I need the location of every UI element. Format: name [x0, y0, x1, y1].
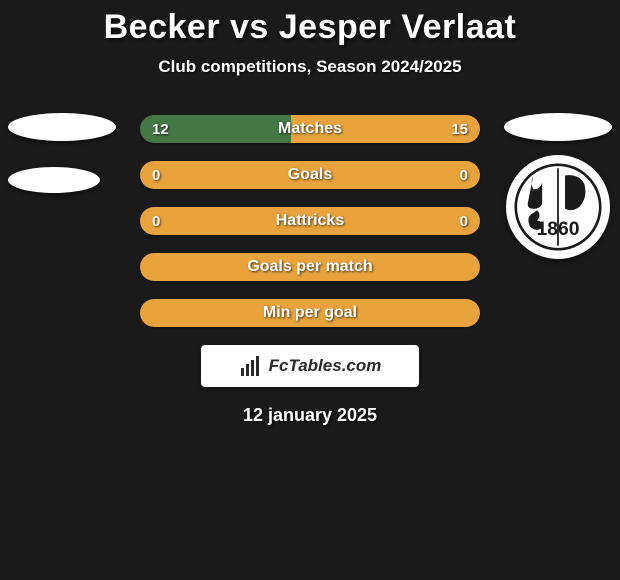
page-title: Becker vs Jesper Verlaat — [0, 0, 620, 47]
stat-row-track — [140, 207, 480, 235]
player-left-badge-1 — [8, 113, 116, 141]
comparison-infographic: Becker vs Jesper Verlaat Club competitio… — [0, 0, 620, 580]
player-left-badge-2 — [8, 167, 100, 193]
stat-row: Goals00 — [140, 161, 480, 189]
stat-row: Min per goal — [140, 299, 480, 327]
club-crest-icon: 1860 — [514, 163, 602, 251]
stat-row-track — [140, 161, 480, 189]
stat-row-right-seg — [140, 299, 480, 327]
svg-text:1860: 1860 — [536, 218, 579, 240]
stat-row-right-seg — [140, 253, 480, 281]
stat-row-track — [140, 299, 480, 327]
club-badge-1860: 1860 — [506, 155, 610, 259]
footer-brand-badge: FcTables.com — [201, 345, 419, 387]
subtitle: Club competitions, Season 2024/2025 — [0, 57, 620, 77]
stat-row: Goals per match — [140, 253, 480, 281]
stat-rows: Matches1215 Goals00 Hattricks00 Goals per m… — [140, 115, 480, 327]
stats-area: 1860 Matches1215 Goals00 Hattricks00 Goals … — [0, 115, 620, 327]
stat-row-track — [140, 253, 480, 281]
chart-icon — [239, 354, 263, 378]
left-player-badges — [8, 113, 116, 193]
stat-row-right-seg — [140, 207, 480, 235]
stat-row-right-seg — [140, 161, 480, 189]
footer-brand-text: FcTables.com — [269, 356, 382, 376]
stat-row: Hattricks00 — [140, 207, 480, 235]
right-player-badges: 1860 — [504, 113, 612, 259]
player-right-badge-1 — [504, 113, 612, 141]
date-text: 12 january 2025 — [0, 405, 620, 426]
stat-row-left-seg — [140, 115, 291, 143]
stat-row-track — [140, 115, 480, 143]
stat-row: Matches1215 — [140, 115, 480, 143]
stat-row-right-seg — [291, 115, 480, 143]
